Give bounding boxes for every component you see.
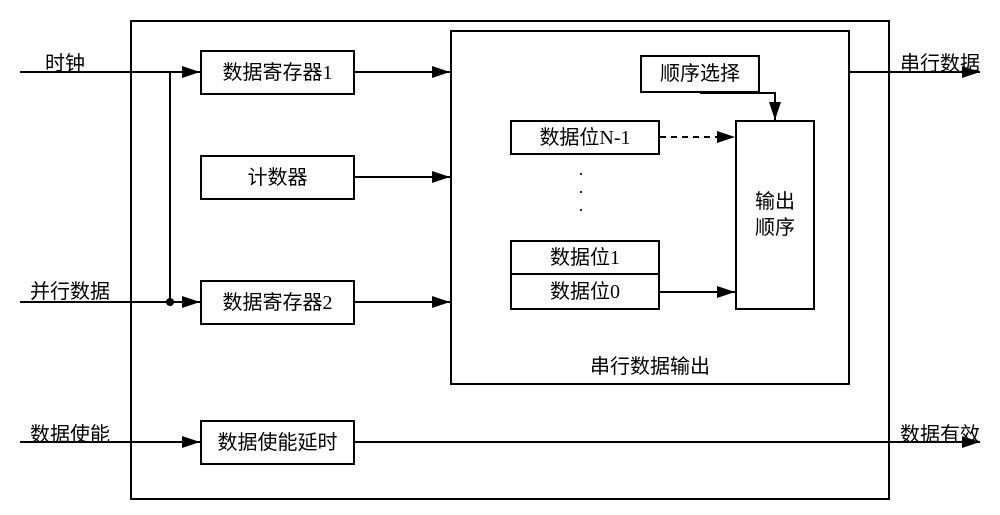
data-bit-n1: 数据位N-1	[510, 120, 660, 155]
data-enable-input-label: 数据使能	[30, 418, 110, 447]
data-bit-0: 数据位0	[510, 275, 660, 310]
counter-label: 计数器	[248, 165, 308, 191]
junction-dot	[166, 298, 174, 306]
data-bit-1: 数据位1	[510, 240, 660, 275]
order-select-label: 顺序选择	[660, 61, 740, 87]
data-register-2: 数据寄存器2	[200, 280, 355, 325]
serial-output-label: 串行数据输出	[590, 350, 710, 379]
clock-input-label: 时钟	[45, 47, 85, 76]
reg1-label: 数据寄存器1	[223, 60, 333, 86]
data-register-1: 数据寄存器1	[200, 50, 355, 95]
output-order-label: 输出 顺序	[755, 189, 795, 241]
bit0-label: 数据位0	[550, 279, 620, 305]
vertical-dots: ···	[578, 165, 584, 219]
bit1-label: 数据位1	[550, 245, 620, 271]
data-enable-delay: 数据使能延时	[200, 420, 355, 465]
block-diagram: 数据寄存器1 计数器 数据寄存器2 数据使能延时 顺序选择 输出 顺序 数据位N…	[0, 0, 1000, 515]
order-select-block: 顺序选择	[640, 55, 760, 93]
data-valid-output-label: 数据有效	[900, 418, 980, 447]
delay-label: 数据使能延时	[218, 430, 338, 456]
bit-n1-label: 数据位N-1	[539, 125, 630, 151]
reg2-label: 数据寄存器2	[223, 290, 333, 316]
parallel-data-input-label: 并行数据	[30, 275, 110, 304]
serial-data-output-label: 串行数据	[900, 47, 980, 76]
output-order-block: 输出 顺序	[735, 120, 815, 310]
counter-block: 计数器	[200, 155, 355, 200]
